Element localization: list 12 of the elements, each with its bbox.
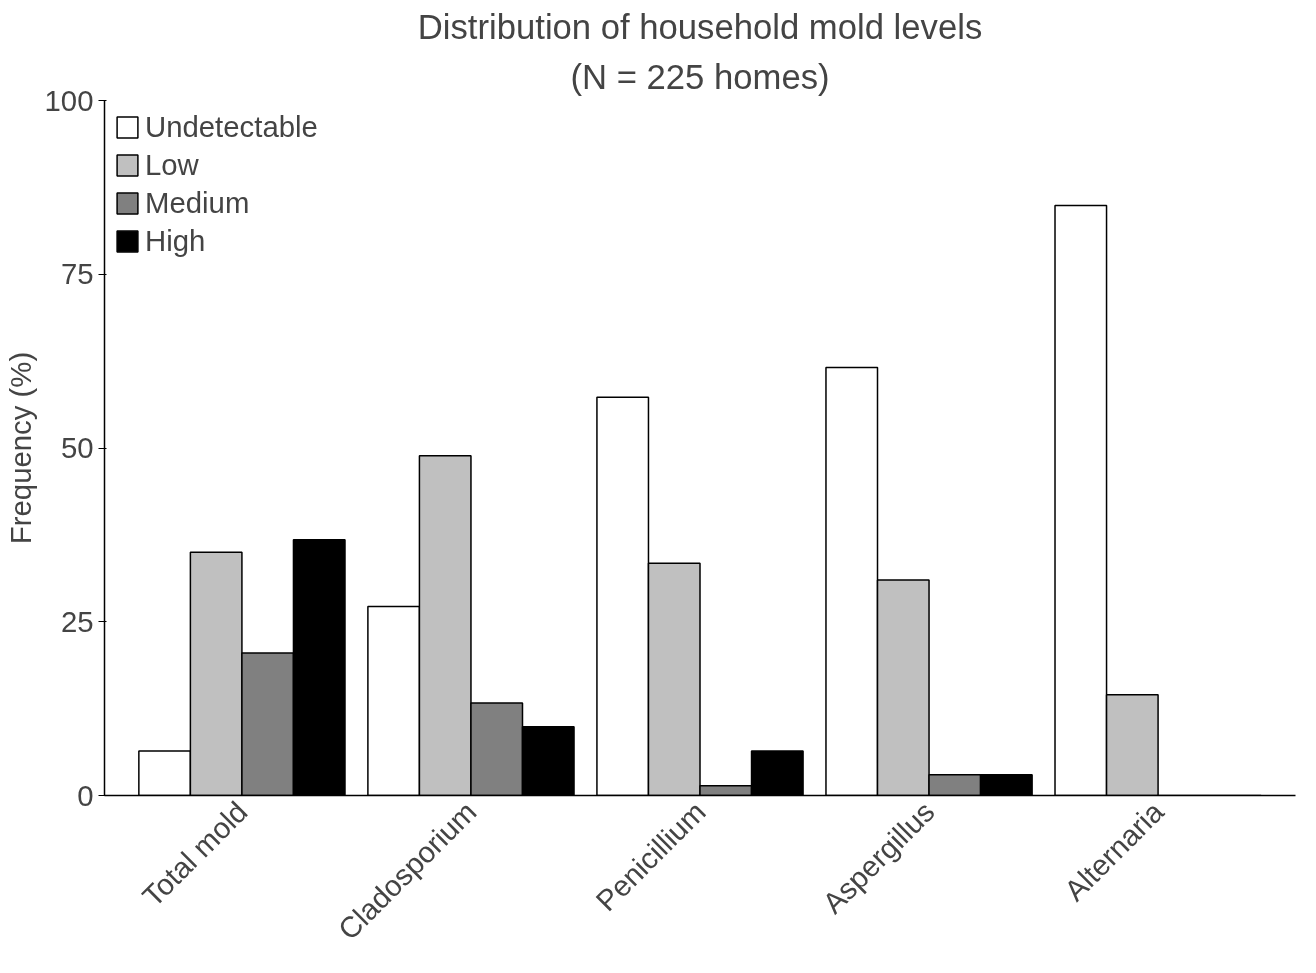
y-tick-label: 25 (60, 604, 94, 638)
y-tick-label: 50 (60, 431, 94, 464)
legend-label: Undetectable (145, 110, 318, 144)
chart-subtitle: (N = 225 homes) (570, 57, 830, 96)
chart-title: Distribution of household mold levels (417, 7, 983, 46)
y-tick-label: 0 (77, 778, 94, 812)
legend-label: Medium (145, 186, 250, 220)
y-tick-label: 75 (60, 257, 94, 291)
y-axis-title: Frequency (%) (3, 351, 37, 545)
legend-label: Low (145, 148, 199, 182)
y-tick-label: 100 (44, 83, 94, 117)
legend-label: High (145, 224, 206, 258)
